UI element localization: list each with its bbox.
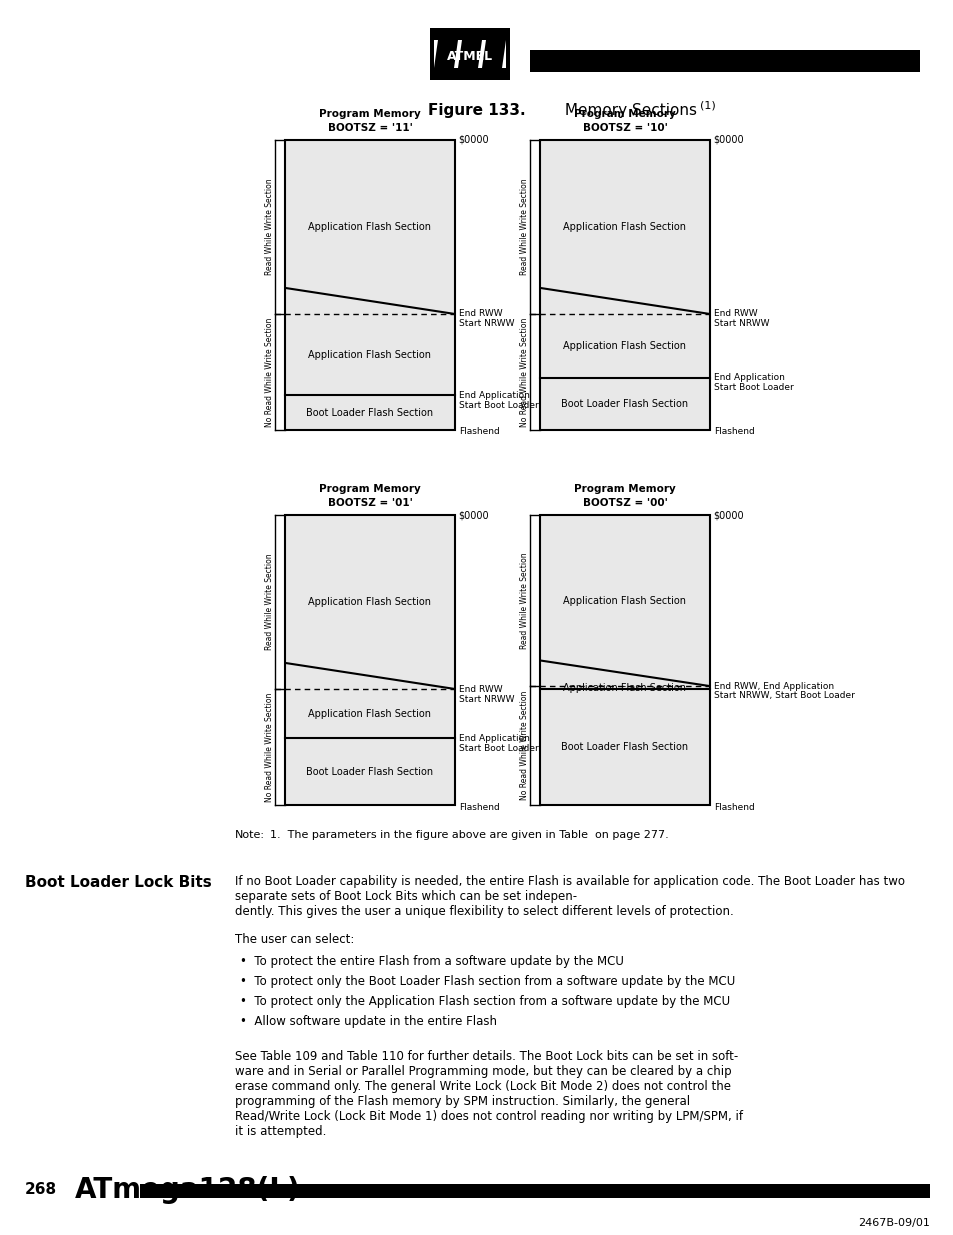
Text: Start NRWW: Start NRWW <box>458 694 514 704</box>
Text: Start NRWW: Start NRWW <box>713 320 769 329</box>
Text: Start NRWW, Start Boot Loader: Start NRWW, Start Boot Loader <box>713 690 854 699</box>
Bar <box>434 32 505 77</box>
Text: Figure 133.: Figure 133. <box>428 103 525 117</box>
Bar <box>285 140 455 314</box>
Text: Boot Loader Lock Bits: Boot Loader Lock Bits <box>25 876 212 890</box>
Text: Program Memory: Program Memory <box>574 484 675 494</box>
Text: Boot Loader Flash Section: Boot Loader Flash Section <box>306 767 433 777</box>
Text: (1): (1) <box>700 100 715 110</box>
Text: Application Flash Section: Application Flash Section <box>563 222 686 232</box>
Bar <box>285 395 455 430</box>
Text: If no Boot Loader capability is needed, the entire Flash is available for applic: If no Boot Loader capability is needed, … <box>234 876 904 918</box>
Text: Application Flash Section: Application Flash Section <box>308 222 431 232</box>
Text: Start Boot Loader: Start Boot Loader <box>713 383 793 393</box>
Text: $0000: $0000 <box>457 510 488 520</box>
Text: Read While Write Section: Read While Write Section <box>265 179 274 275</box>
Text: $0000: $0000 <box>457 135 488 144</box>
Text: No Read While Write Section: No Read While Write Section <box>520 690 529 800</box>
Bar <box>539 140 709 430</box>
Text: No Read While Write Section: No Read While Write Section <box>265 317 274 426</box>
Text: 268: 268 <box>25 1182 57 1198</box>
Text: •  To protect the entire Flash from a software update by the MCU: • To protect the entire Flash from a sof… <box>240 955 623 968</box>
Text: End Application: End Application <box>713 373 784 383</box>
Bar <box>539 314 709 378</box>
Bar <box>539 689 709 805</box>
Bar <box>285 689 455 739</box>
Text: Boot Loader Flash Section: Boot Loader Flash Section <box>306 408 433 417</box>
Text: •  To protect only the Boot Loader Flash section from a software update by the M: • To protect only the Boot Loader Flash … <box>240 974 735 988</box>
Text: 1.  The parameters in the figure above are given in Table  on page 277.: 1. The parameters in the figure above ar… <box>270 830 668 840</box>
Polygon shape <box>434 40 457 68</box>
Text: •  To protect only the Application Flash section from a software update by the M: • To protect only the Application Flash … <box>240 995 729 1008</box>
Text: See Table 109 and Table 110 for further details. The Boot Lock bits can be set i: See Table 109 and Table 110 for further … <box>234 1050 742 1137</box>
Bar <box>285 739 455 805</box>
Text: BOOTSZ = '10': BOOTSZ = '10' <box>582 124 667 133</box>
Bar <box>539 515 709 687</box>
Bar <box>539 378 709 430</box>
Text: Application Flash Section: Application Flash Section <box>308 597 431 606</box>
Text: End RWW: End RWW <box>458 684 502 694</box>
Text: Start Boot Loader: Start Boot Loader <box>458 400 538 410</box>
Text: End Application: End Application <box>458 734 529 742</box>
Text: Flashend: Flashend <box>458 427 499 436</box>
Polygon shape <box>457 40 481 68</box>
Text: Program Memory: Program Memory <box>319 484 420 494</box>
Text: Application Flash Section: Application Flash Section <box>308 350 431 359</box>
Text: Application Flash Section: Application Flash Section <box>308 709 431 719</box>
Text: BOOTSZ = '00': BOOTSZ = '00' <box>582 498 667 508</box>
Text: End Application: End Application <box>458 390 529 400</box>
Text: Start NRWW: Start NRWW <box>458 320 514 329</box>
Text: Memory Sections: Memory Sections <box>559 103 697 117</box>
Bar <box>285 314 455 395</box>
Text: Flashend: Flashend <box>713 803 754 811</box>
Text: Start Boot Loader: Start Boot Loader <box>458 743 538 753</box>
Bar <box>430 28 510 80</box>
Text: BOOTSZ = '11': BOOTSZ = '11' <box>327 124 412 133</box>
Text: Read While Write Section: Read While Write Section <box>520 179 529 275</box>
Text: BOOTSZ = '01': BOOTSZ = '01' <box>327 498 412 508</box>
Text: •  Allow software update in the entire Flash: • Allow software update in the entire Fl… <box>240 1015 497 1028</box>
Text: End RWW, End Application: End RWW, End Application <box>713 682 833 690</box>
Text: Application Flash Section: Application Flash Section <box>563 595 686 605</box>
Text: Boot Loader Flash Section: Boot Loader Flash Section <box>561 399 688 409</box>
Text: Program Memory: Program Memory <box>574 109 675 119</box>
Bar <box>539 515 709 805</box>
Text: $0000: $0000 <box>712 135 742 144</box>
Text: Read While Write Section: Read While Write Section <box>520 552 529 648</box>
Text: $0000: $0000 <box>712 510 742 520</box>
Text: No Read While Write Section: No Read While Write Section <box>265 693 274 802</box>
Text: ATmega128(L): ATmega128(L) <box>75 1176 300 1204</box>
Text: Program Memory: Program Memory <box>319 109 420 119</box>
Text: ATMEL: ATMEL <box>446 51 493 63</box>
Bar <box>140 1184 929 1198</box>
Text: End RWW: End RWW <box>458 310 502 319</box>
Text: Application Flash Section: Application Flash Section <box>563 341 686 351</box>
Text: Flashend: Flashend <box>458 803 499 811</box>
Bar <box>285 140 455 430</box>
Bar <box>539 140 709 314</box>
Text: The user can select:: The user can select: <box>234 932 354 946</box>
Text: End RWW: End RWW <box>713 310 757 319</box>
Bar <box>434 32 505 40</box>
Text: No Read While Write Section: No Read While Write Section <box>520 317 529 426</box>
Text: 2467B-09/01: 2467B-09/01 <box>858 1218 929 1228</box>
Bar <box>539 687 709 689</box>
Polygon shape <box>481 40 505 68</box>
Text: Note:: Note: <box>234 830 265 840</box>
Text: Flashend: Flashend <box>713 427 754 436</box>
Text: Boot Loader Flash Section: Boot Loader Flash Section <box>561 742 688 752</box>
Bar <box>285 515 455 689</box>
Bar <box>530 49 919 72</box>
Bar <box>434 68 505 77</box>
Text: Application Flash Section: Application Flash Section <box>563 683 686 693</box>
Text: Read While Write Section: Read While Write Section <box>265 553 274 651</box>
Bar <box>285 515 455 805</box>
